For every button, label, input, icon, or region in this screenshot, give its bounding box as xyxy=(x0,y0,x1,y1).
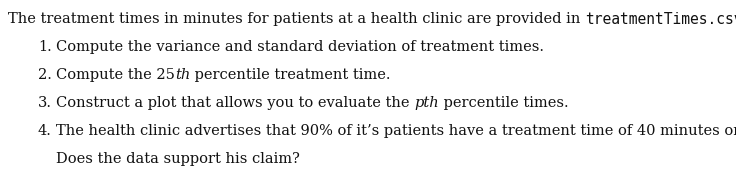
Text: The health clinic advertises that 90% of it’s patients have a treatment time of : The health clinic advertises that 90% of… xyxy=(56,124,736,138)
Text: 1.: 1. xyxy=(38,40,52,54)
Text: Compute the 25: Compute the 25 xyxy=(56,68,174,82)
Text: 4.: 4. xyxy=(38,124,52,138)
Text: 3.: 3. xyxy=(38,96,52,110)
Text: treatmentTimes.csv: treatmentTimes.csv xyxy=(585,12,736,27)
Text: percentile treatment time.: percentile treatment time. xyxy=(190,68,391,82)
Text: The treatment times in minutes for patients at a health clinic are provided in: The treatment times in minutes for patie… xyxy=(8,12,585,26)
Text: 2.: 2. xyxy=(38,68,52,82)
Text: Compute the variance and standard deviation of treatment times.: Compute the variance and standard deviat… xyxy=(56,40,544,54)
Text: th: th xyxy=(174,68,190,82)
Text: percentile times.: percentile times. xyxy=(439,96,568,110)
Text: pth: pth xyxy=(414,96,439,110)
Text: Does the data support his claim?: Does the data support his claim? xyxy=(56,152,300,166)
Text: Construct a plot that allows you to evaluate the: Construct a plot that allows you to eval… xyxy=(56,96,414,110)
